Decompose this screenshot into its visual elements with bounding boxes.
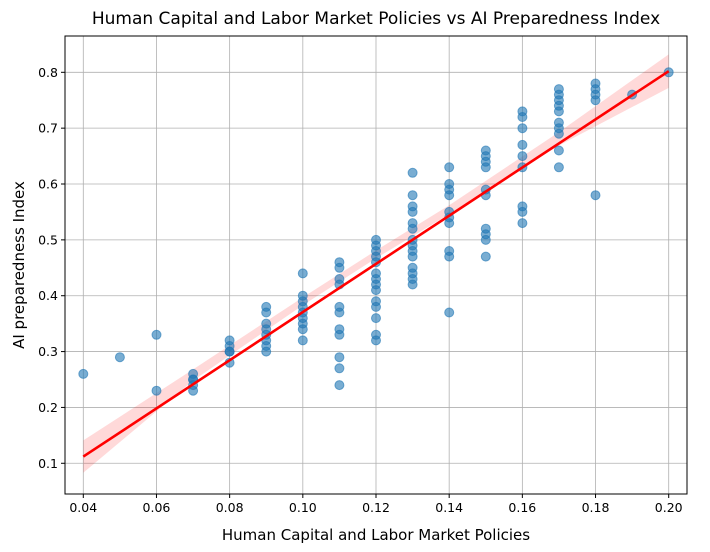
data-point [444,251,455,262]
data-point [297,335,308,346]
data-point [517,112,528,122]
y-tick-label: 0.1 [38,456,58,471]
data-point [553,128,564,139]
x-tick-label: 0.10 [289,500,317,515]
data-point [371,313,381,324]
data-point [334,380,345,391]
data-point [261,307,272,318]
data-point [371,285,381,296]
y-tick-label: 0.2 [38,400,58,415]
data-point [261,346,272,357]
y-tick-label: 0.5 [38,232,58,247]
data-point [297,324,308,335]
data-point [407,223,418,234]
data-point [114,352,125,363]
data-point [590,190,601,201]
data-points [78,67,674,396]
data-point [297,268,308,279]
data-point [224,346,235,357]
data-point [480,234,491,245]
data-point [334,262,345,273]
data-point [517,151,528,162]
data-point [517,123,528,134]
y-tick-label: 0.3 [38,344,58,359]
x-tick-label: 0.06 [143,500,171,515]
data-point [78,368,89,379]
data-point [151,385,162,396]
data-point [407,251,418,262]
data-point [334,363,345,374]
y-tick-label: 0.7 [38,121,58,136]
data-point [334,352,345,363]
data-point [407,190,418,201]
data-point [517,206,528,217]
data-point [407,167,418,178]
data-point [517,139,528,150]
data-point [444,307,455,318]
chart-title: Human Capital and Labor Market Policies … [92,9,660,29]
y-tick-label: 0.6 [38,177,58,192]
regression-layer [82,70,670,458]
data-point [553,145,564,156]
x-tick-label: 0.14 [435,500,463,515]
x-tick-label: 0.16 [508,500,536,515]
data-point [188,385,199,396]
data-point [371,301,381,312]
data-point [480,162,491,173]
x-tick-label: 0.18 [582,500,610,515]
data-point [334,307,345,318]
x-tick-label: 0.08 [216,500,244,515]
data-point [444,162,455,173]
regression-line [82,70,670,458]
x-tick-label: 0.12 [362,500,390,515]
data-point [407,279,418,290]
data-point [151,329,162,340]
data-point [407,206,418,217]
plot-frame [64,35,688,495]
data-point [444,190,455,201]
y-tick-label: 0.8 [38,65,58,80]
data-point [371,335,381,346]
data-point [553,162,564,173]
y-tick-label: 0.4 [38,288,58,303]
data-point [480,251,491,262]
data-point [590,95,601,106]
x-tick-label: 0.04 [69,500,97,515]
x-axis-label: Human Capital and Labor Market Policies [222,526,530,544]
x-tick-label: 0.20 [655,500,683,515]
y-axis-label: AI preparedness Index [10,181,28,349]
data-point [334,329,345,340]
data-point [444,218,455,229]
data-point [517,218,528,229]
axis-ticks: 0.04 0.06 0.08 0.10 0.12 0.14 0.16 0.18 0.20 0.1 0… [38,65,683,515]
data-point [553,106,564,117]
